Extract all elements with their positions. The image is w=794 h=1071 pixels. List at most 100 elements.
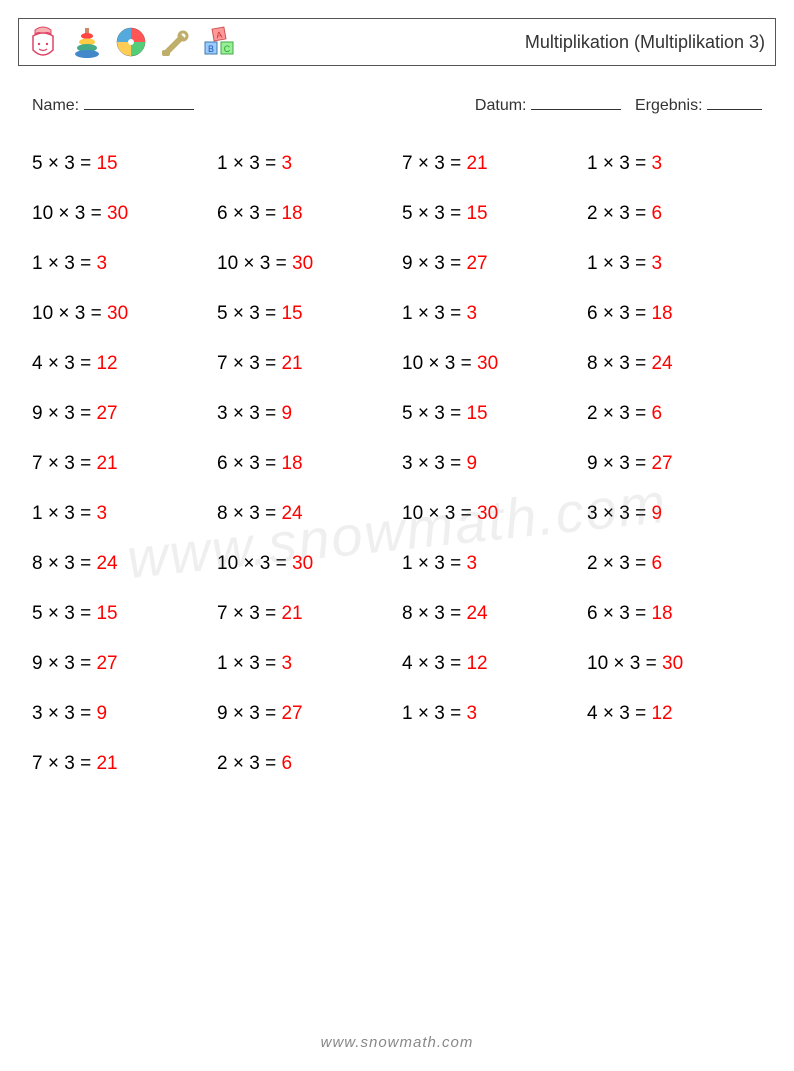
problem-answer: 27 <box>651 453 672 474</box>
result-label: Ergebnis: <box>635 97 703 114</box>
problem-expression: 8 × 3 = <box>402 603 466 624</box>
problem-cell: 10 × 3 = 30 <box>217 539 392 589</box>
page-title: Multiplikation (Multiplikation 3) <box>525 32 765 53</box>
date-blank[interactable] <box>531 94 621 110</box>
problem-answer: 12 <box>466 653 487 674</box>
problem-expression: 1 × 3 = <box>32 503 96 524</box>
problem-expression: 5 × 3 = <box>32 153 96 174</box>
problem-expression: 7 × 3 = <box>32 453 96 474</box>
problem-expression: 1 × 3 = <box>217 153 281 174</box>
problem-expression: 10 × 3 = <box>402 503 477 524</box>
problem-expression: 5 × 3 = <box>402 203 466 224</box>
problem-cell: 7 × 3 = 21 <box>32 439 207 489</box>
problem-cell: 9 × 3 = 27 <box>402 239 577 289</box>
problem-expression: 1 × 3 = <box>587 253 651 274</box>
problem-cell: 8 × 3 = 24 <box>402 589 577 639</box>
problem-answer: 24 <box>281 503 302 524</box>
problem-cell: 10 × 3 = 30 <box>402 339 577 389</box>
problem-cell: 2 × 3 = 6 <box>587 189 762 239</box>
problem-answer: 21 <box>281 353 302 374</box>
problem-answer: 15 <box>96 603 117 624</box>
problem-expression: 1 × 3 = <box>32 253 96 274</box>
problem-expression: 6 × 3 = <box>587 603 651 624</box>
problem-expression: 1 × 3 = <box>402 703 466 724</box>
problem-answer: 9 <box>96 703 107 724</box>
problem-expression: 1 × 3 = <box>217 653 281 674</box>
problem-cell: 5 × 3 = 15 <box>32 589 207 639</box>
problem-answer: 3 <box>281 653 292 674</box>
problem-answer: 21 <box>466 153 487 174</box>
problem-answer: 30 <box>477 503 498 524</box>
alphabet-blocks-icon: A B C <box>201 24 237 60</box>
problem-expression: 10 × 3 = <box>217 253 292 274</box>
problem-answer: 24 <box>466 603 487 624</box>
name-blank[interactable] <box>84 94 194 110</box>
problem-cell: 4 × 3 = 12 <box>32 339 207 389</box>
icon-row: A B C <box>25 24 237 60</box>
info-row: Name: Datum: Ergebnis: <box>32 94 762 115</box>
problem-expression: 6 × 3 = <box>217 203 281 224</box>
result-field: Ergebnis: <box>635 94 762 115</box>
problem-cell: 1 × 3 = 3 <box>217 139 392 189</box>
problem-expression: 10 × 3 = <box>587 653 662 674</box>
problem-expression: 8 × 3 = <box>217 503 281 524</box>
problem-expression: 3 × 3 = <box>402 453 466 474</box>
problem-cell: 6 × 3 = 18 <box>217 189 392 239</box>
problem-expression: 2 × 3 = <box>587 203 651 224</box>
problem-answer: 15 <box>466 403 487 424</box>
problem-expression: 8 × 3 = <box>32 553 96 574</box>
problem-cell: 10 × 3 = 30 <box>32 189 207 239</box>
problem-cell: 1 × 3 = 3 <box>32 239 207 289</box>
problem-expression: 8 × 3 = <box>587 353 651 374</box>
beach-ball-icon <box>113 24 149 60</box>
problem-expression: 9 × 3 = <box>32 403 96 424</box>
problem-cell: 3 × 3 = 9 <box>32 689 207 739</box>
problem-cell: 10 × 3 = 30 <box>32 289 207 339</box>
problem-cell: 1 × 3 = 3 <box>402 539 577 589</box>
problem-answer: 30 <box>292 253 313 274</box>
problem-cell: 7 × 3 = 21 <box>217 589 392 639</box>
problem-answer: 3 <box>281 153 292 174</box>
name-field: Name: <box>32 94 194 115</box>
problem-answer: 21 <box>96 753 117 774</box>
problem-expression: 9 × 3 = <box>402 253 466 274</box>
problem-answer: 9 <box>281 403 292 424</box>
problem-cell: 5 × 3 = 15 <box>402 189 577 239</box>
problem-expression: 4 × 3 = <box>587 703 651 724</box>
problem-cell: 6 × 3 = 18 <box>587 289 762 339</box>
problem-answer: 27 <box>281 703 302 724</box>
problem-expression: 2 × 3 = <box>217 753 281 774</box>
problem-cell: 5 × 3 = 15 <box>402 389 577 439</box>
problem-answer: 18 <box>281 453 302 474</box>
problem-answer: 6 <box>651 203 662 224</box>
problem-expression: 2 × 3 = <box>587 403 651 424</box>
problem-answer: 18 <box>651 303 672 324</box>
problem-answer: 15 <box>466 203 487 224</box>
name-label: Name: <box>32 97 79 114</box>
result-blank[interactable] <box>707 94 762 110</box>
problem-answer: 27 <box>466 253 487 274</box>
problem-answer: 30 <box>662 653 683 674</box>
problem-expression: 9 × 3 = <box>587 453 651 474</box>
problem-expression: 5 × 3 = <box>402 403 466 424</box>
problem-grid: 5 × 3 = 151 × 3 = 37 × 3 = 211 × 3 = 310… <box>32 139 762 789</box>
problem-answer: 30 <box>107 203 128 224</box>
problem-cell: 1 × 3 = 3 <box>587 139 762 189</box>
problem-answer: 30 <box>477 353 498 374</box>
problem-answer: 3 <box>96 253 107 274</box>
problem-cell: 2 × 3 = 6 <box>587 389 762 439</box>
problem-expression: 10 × 3 = <box>402 353 477 374</box>
problem-answer: 18 <box>651 603 672 624</box>
problem-cell: 3 × 3 = 9 <box>402 439 577 489</box>
problem-expression: 3 × 3 = <box>32 703 96 724</box>
problem-cell: 9 × 3 = 27 <box>32 639 207 689</box>
problem-cell: 4 × 3 = 12 <box>402 639 577 689</box>
problem-answer: 3 <box>466 703 477 724</box>
problem-answer: 3 <box>651 153 662 174</box>
problem-answer: 12 <box>651 703 672 724</box>
problem-cell <box>587 739 762 789</box>
problem-answer: 30 <box>292 553 313 574</box>
problem-expression: 1 × 3 = <box>587 153 651 174</box>
problem-cell: 8 × 3 = 24 <box>587 339 762 389</box>
svg-text:B: B <box>208 44 214 54</box>
